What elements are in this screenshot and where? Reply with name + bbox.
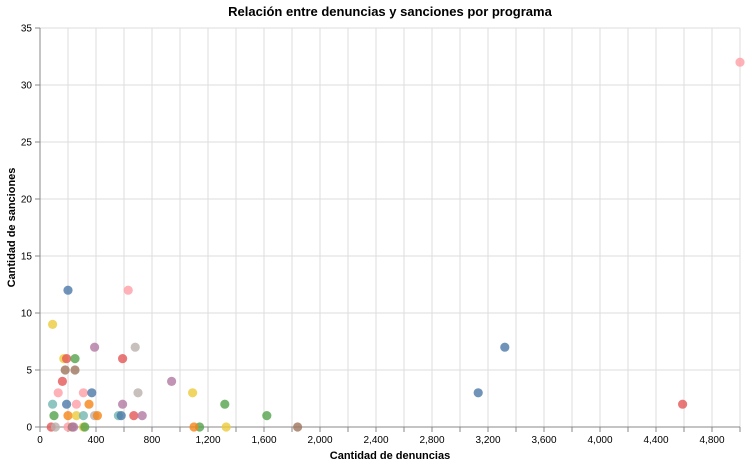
scatter-point: [189, 422, 199, 432]
scatter-point: [137, 411, 147, 421]
scatter-point: [63, 285, 73, 295]
y-tick-label: 0: [26, 423, 32, 434]
y-axis-ticks: 0 5 10 15 20 25 30 35: [21, 24, 40, 434]
scatter-point: [123, 285, 133, 295]
y-tick-label: 25: [21, 138, 33, 149]
x-tick-label: 2,000: [307, 435, 332, 446]
scatter-point: [71, 411, 81, 421]
scatter-point: [48, 399, 58, 409]
x-tick-label: 4,800: [699, 435, 724, 446]
x-axis-title: Cantidad de denuncias: [330, 450, 450, 462]
axes: [39, 28, 740, 428]
scatter-point: [60, 365, 70, 375]
data-points: [46, 57, 745, 432]
y-tick-label: 20: [21, 195, 33, 206]
y-tick-label: 10: [21, 309, 33, 320]
scatter-point: [48, 319, 58, 329]
scatter-point: [473, 388, 483, 398]
scatter-point: [293, 422, 303, 432]
y-tick-label: 5: [26, 366, 32, 377]
scatter-point: [49, 411, 59, 421]
x-tick-label: 400: [88, 435, 105, 446]
scatter-point: [133, 388, 143, 398]
x-tick-label: 4,400: [643, 435, 668, 446]
scatter-point: [118, 399, 128, 409]
scatter-point: [71, 399, 81, 409]
scatter-point: [53, 388, 63, 398]
x-tick-label: 2,400: [363, 435, 388, 446]
x-tick-label: 3,200: [475, 435, 500, 446]
y-tick-label: 30: [21, 81, 33, 92]
y-axis-title: Cantidad de sanciones: [6, 168, 18, 288]
scatter-point: [62, 399, 72, 409]
scatter-point: [84, 399, 94, 409]
x-tick-label: 1,200: [195, 435, 220, 446]
scatter-point: [262, 411, 272, 421]
x-tick-label: 800: [144, 435, 161, 446]
y-tick-label: 35: [21, 24, 33, 35]
scatter-point: [92, 411, 102, 421]
x-tick-label: 0: [37, 435, 43, 446]
scatter-point: [500, 342, 510, 352]
scatter-point: [50, 422, 61, 432]
x-tick-label: 4,000: [587, 435, 612, 446]
y-tick-label: 15: [21, 252, 33, 263]
scatter-point: [221, 422, 231, 432]
scatter-point: [57, 376, 67, 386]
scatter-point: [167, 376, 177, 386]
scatter-point: [80, 422, 90, 432]
scatter-point: [129, 411, 139, 421]
scatter-point: [678, 399, 688, 409]
scatter-point: [78, 411, 88, 421]
scatter-point: [90, 342, 100, 352]
x-tick-label: 3,600: [531, 435, 556, 446]
scatter-point: [70, 365, 80, 375]
scatter-point: [188, 388, 198, 398]
scatter-point: [63, 411, 73, 421]
x-axis-ticks: 0 400 800 1,200 1,600 2,000 2,400 2,800 3,200 3,6…: [37, 427, 741, 446]
scatter-point: [118, 354, 128, 364]
scatter-point: [62, 354, 72, 364]
grid: [39, 27, 741, 428]
scatter-point: [130, 342, 140, 352]
scatter-point: [69, 422, 79, 432]
x-tick-label: 1,600: [251, 435, 276, 446]
scatter-point: [78, 388, 88, 398]
chart-title: Relación entre denuncias y sanciones por…: [228, 4, 552, 19]
scatter-point: [70, 354, 80, 364]
scatter-point: [735, 57, 745, 67]
x-tick-label: 2,800: [419, 435, 444, 446]
scatter-point: [116, 411, 126, 421]
scatter-point: [220, 399, 230, 409]
scatter-point: [87, 388, 97, 398]
